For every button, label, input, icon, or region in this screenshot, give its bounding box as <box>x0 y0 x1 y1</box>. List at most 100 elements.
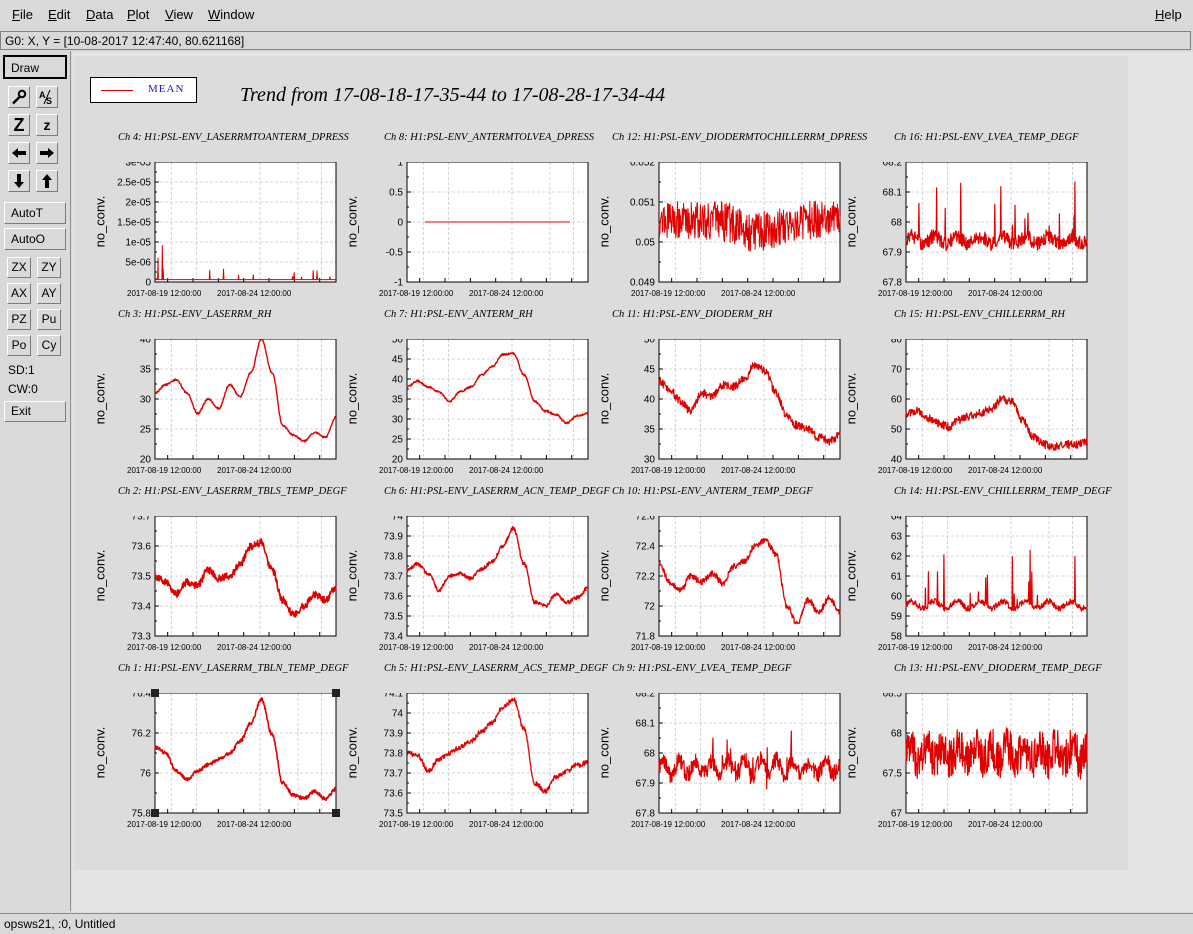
y-tick-label: 73.6 <box>384 789 404 800</box>
chart-plot[interactable]: 40 50 60 70 80 2017-08-19 12:00:00 2017-08-24 … <box>846 339 1117 481</box>
arrow-left-icon[interactable] <box>8 142 30 164</box>
y-tick-label: 25 <box>392 435 404 446</box>
x-tick-label: 2017-08-24 12:00:00 <box>968 466 1043 475</box>
y-tick-label: 30 <box>140 395 152 406</box>
y-tick-label: 73.5 <box>384 612 404 623</box>
coordinate-readout: G0: X, Y = [10-08-2017 12:47:40, 80.6211… <box>0 31 1191 50</box>
y-tick-label: 71.8 <box>636 632 656 643</box>
y-tick-label: 73.5 <box>132 572 152 583</box>
chart-plot[interactable]: 73.5 73.6 73.7 73.8 73.9 74 74.1 2017-08-19 12:… <box>347 693 618 835</box>
selection-handle[interactable] <box>151 689 159 697</box>
arrow-down-icon[interactable] <box>8 170 30 192</box>
y-tick-label: 20 <box>392 455 404 466</box>
chart-plot[interactable]: 67 67.5 68 68.5 2017-08-19 12:00:00 2017-08-2… <box>846 693 1117 835</box>
chart-plot[interactable]: 20 25 30 35 40 2017-08-19 12:00:00 2017-08-24 … <box>95 339 366 481</box>
x-tick-label: 2017-08-24 12:00:00 <box>968 643 1043 652</box>
plot-title: Ch 8: H1:PSL-ENV_ANTERMTOLVEA_DPRESS <box>384 132 594 143</box>
plot-frame <box>905 339 1088 460</box>
selection-handle[interactable] <box>332 689 340 697</box>
chart-plot[interactable]: 71.8 72 72.2 72.4 72.6 2017-08-19 12:00:00 201… <box>599 516 870 658</box>
y-tick-label: 73.7 <box>384 572 404 583</box>
menu-view[interactable]: View <box>165 7 193 22</box>
selection-handle[interactable] <box>332 809 340 817</box>
y-tick-label: 73.5 <box>384 809 404 820</box>
plot-frame <box>658 339 841 460</box>
ax-button[interactable]: AX <box>7 283 31 304</box>
y-tick-label: 75.8 <box>132 809 152 820</box>
selection-handle[interactable] <box>151 809 159 817</box>
pz-button[interactable]: PZ <box>7 309 31 330</box>
chart-plot[interactable]: -1 -0.5 0 0.5 1 2017-08-19 12:00:00 2017-08-24… <box>347 162 618 304</box>
chart-plot[interactable]: 0.049 0.05 0.051 0.052 2017-08-19 12:00:00 20… <box>599 162 870 304</box>
autoo-button[interactable]: AutoO <box>4 228 66 250</box>
plot-frame <box>406 339 589 460</box>
plot-title: Ch 13: H1:PSL-ENV_DIODERM_TEMP_DEGF <box>894 663 1102 674</box>
legend: MEAN <box>90 77 197 103</box>
menu-plot[interactable]: Plot <box>127 7 149 22</box>
menu-view-mnemonic: V <box>165 7 174 22</box>
chart-plot[interactable]: 58 59 60 61 62 63 64 2017-08-19 12:00:00 2017-08… <box>846 516 1117 658</box>
y-tick-label: 72 <box>644 602 656 613</box>
po-button[interactable]: Po <box>7 335 31 356</box>
y-tick-label: 0.5 <box>389 188 403 199</box>
y-tick-label: 3e-05 <box>125 162 151 169</box>
y-tick-label: 70 <box>891 365 903 376</box>
x-tick-label: 2017-08-24 12:00:00 <box>469 466 544 475</box>
chart-plot[interactable]: 67.8 67.9 68 68.1 68.2 2017-08-19 12:00:00 201… <box>599 693 870 835</box>
y-tick-label: 0.05 <box>636 238 656 249</box>
chart-plot[interactable]: 75.8 76 76.2 76.4 2017-08-19 12:00:00 2017-08… <box>95 693 366 835</box>
zoom-out-z-icon[interactable]: z <box>36 114 58 136</box>
zoom-in-z-icon[interactable]: Z <box>8 114 30 136</box>
y-tick-label: 1.5e-05 <box>117 218 151 229</box>
x-tick-label: 2017-08-24 12:00:00 <box>721 466 796 475</box>
chart-plot[interactable]: 30 35 40 45 50 2017-08-19 12:00:00 2017-08-24 … <box>599 339 870 481</box>
chart-plot[interactable]: 67.8 67.9 68 68.1 68.2 2017-08-19 12:00:00 201… <box>846 162 1117 304</box>
plot-title: Ch 16: H1:PSL-ENV_LVEA_TEMP_DEGF <box>894 132 1079 143</box>
y-tick-label: 30 <box>392 415 404 426</box>
y-tick-label: -0.5 <box>386 248 404 259</box>
y-tick-label: 40 <box>392 375 404 386</box>
y-tick-label: 0.051 <box>630 198 655 209</box>
arrow-right-icon[interactable] <box>36 142 58 164</box>
zoom-tool-icon[interactable] <box>8 86 30 108</box>
y-tick-label: 1 <box>397 162 403 169</box>
cy-button[interactable]: Cy <box>37 335 61 356</box>
y-tick-label: 40 <box>891 455 903 466</box>
chart-plot[interactable]: 73.3 73.4 73.5 73.6 73.7 2017-08-19 12:00:00 2… <box>95 516 366 658</box>
y-tick-label: 68.2 <box>636 693 656 700</box>
chart-plot[interactable]: 20 25 30 35 40 45 50 2017-08-19 12:00:00 2017-08… <box>347 339 618 481</box>
plot-title: Ch 9: H1:PSL-ENV_LVEA_TEMP_DEGF <box>612 663 792 674</box>
pu-button[interactable]: Pu <box>37 309 61 330</box>
chart-plot[interactable]: 73.4 73.5 73.6 73.7 73.8 73.9 74 2017-08-19 12:… <box>347 516 618 658</box>
y-tick-label: 62 <box>891 552 903 563</box>
exit-button[interactable]: Exit <box>4 401 66 422</box>
series-line-mean <box>905 394 1088 451</box>
autot-button[interactable]: AutoT <box>4 202 66 224</box>
chart-plot[interactable]: 0 5e-06 1e-05 1.5e-05 2e-05 2.5e-05 3e-05 2017-… <box>95 162 366 304</box>
y-tick-label: 1e-05 <box>125 238 151 249</box>
y-tick-label: 0 <box>145 278 151 289</box>
draw-button[interactable]: Draw <box>3 55 67 79</box>
series-line-mean <box>154 339 337 443</box>
plot-frame <box>406 516 589 637</box>
zy-button[interactable]: ZY <box>37 257 61 278</box>
menu-help[interactable]: Help <box>1155 7 1182 22</box>
menu-window[interactable]: Window <box>208 7 254 22</box>
zx-button[interactable]: ZX <box>7 257 31 278</box>
legend-label: MEAN <box>148 83 185 95</box>
x-tick-label: 2017-08-24 12:00:00 <box>217 643 292 652</box>
x-tick-label: 2017-08-24 12:00:00 <box>217 820 292 829</box>
arrow-up-icon[interactable] <box>36 170 58 192</box>
menu-data[interactable]: Data <box>86 7 113 22</box>
y-tick-label: 74 <box>392 709 404 720</box>
menu-file[interactable]: File <box>12 7 33 22</box>
series-line-mean <box>905 549 1088 612</box>
ay-button[interactable]: AY <box>37 283 61 304</box>
y-tick-label: 67.8 <box>636 809 656 820</box>
menu-edit[interactable]: Edit <box>48 7 70 22</box>
plot-title: Ch 15: H1:PSL-ENV_CHILLERRM_RH <box>894 309 1065 320</box>
plot-frame <box>154 339 337 460</box>
trend-title: Trend from 17-08-18-17-35-44 to 17-08-28… <box>240 84 666 106</box>
menu-bar: File Edit Data Plot View Window Help <box>0 0 1193 28</box>
